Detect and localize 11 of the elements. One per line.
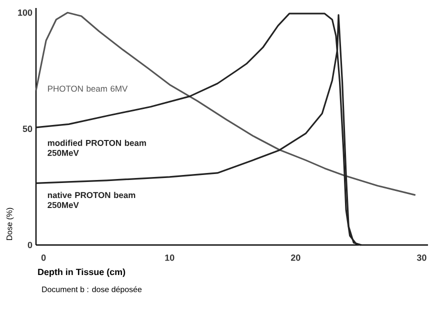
y-tick-label: 0 — [28, 242, 32, 248]
series-label: PHOTON beam 6MV — [48, 85, 128, 92]
y-tick-label: 50 — [22, 126, 32, 132]
x-tick-label: 10 — [165, 254, 174, 261]
x-axis-title: Depth in Tissue (cm) — [38, 268, 126, 277]
series-label: modified PROTON beam 250MeV — [48, 140, 146, 156]
x-tick-label: 30 — [416, 254, 426, 261]
y-tick-label: 100 — [18, 9, 32, 16]
x-tick-label: 0 — [41, 254, 46, 261]
x-tick-label: 20 — [290, 254, 300, 261]
series-label: native PROTON beam 250MeV — [48, 192, 136, 208]
